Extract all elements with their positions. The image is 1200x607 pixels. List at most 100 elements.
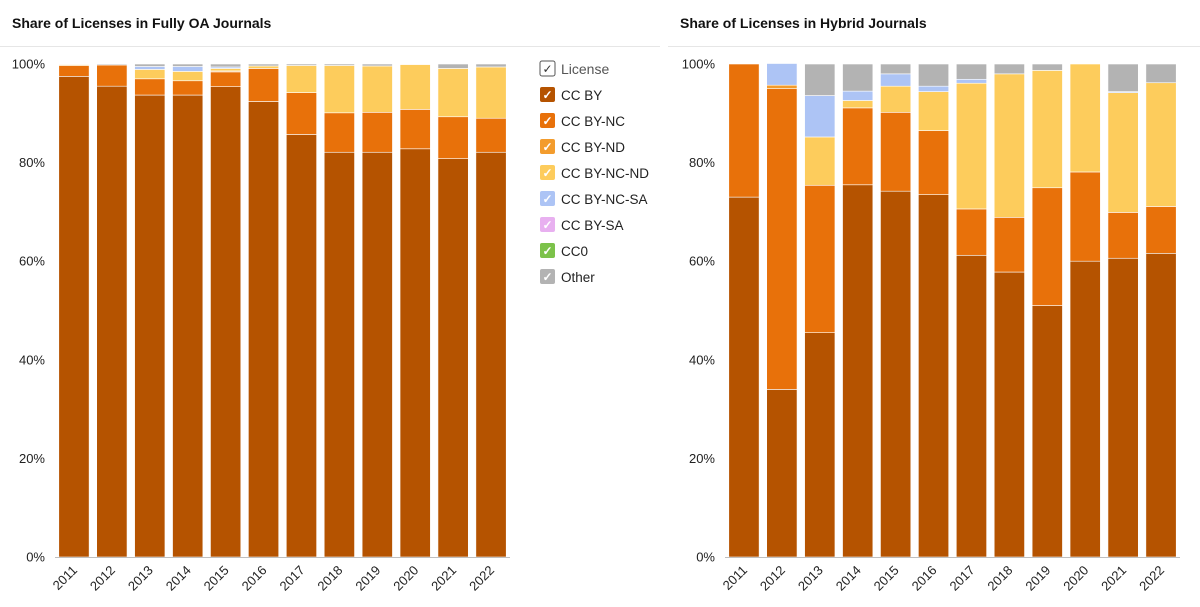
- x-tick-label: 2016: [909, 563, 940, 594]
- left-chart-title: Share of Licenses in Fully OA Journals: [12, 15, 272, 31]
- bar-segment-cc-by-nc: [476, 118, 506, 152]
- legend-item-cc-by[interactable]: ✓CC BY: [540, 87, 602, 103]
- legend-item-other[interactable]: ✓Other: [540, 269, 595, 285]
- bar-segment-cc-by: [880, 191, 910, 557]
- bar-segment-other: [362, 64, 392, 66]
- x-tick-label: 2018: [984, 563, 1015, 594]
- x-tick-label: 2015: [871, 563, 902, 594]
- bar-segment-other: [210, 64, 240, 67]
- x-tick-label: 2014: [163, 563, 194, 594]
- bar-segment-cc-by-nc: [438, 117, 468, 159]
- bar-segment-cc-by: [59, 76, 89, 557]
- x-tick-label: 2011: [50, 563, 80, 593]
- bar-segment-cc-by-nc-nd: [476, 67, 506, 118]
- bar-segment-cc-by: [918, 195, 948, 557]
- x-tick-label: 2020: [390, 563, 421, 594]
- legend-item-label: CC BY-NC-ND: [561, 166, 649, 181]
- bar-segment-cc-by: [135, 95, 165, 557]
- y-tick-label: 60%: [689, 254, 715, 269]
- bar-segment-cc-by: [956, 255, 986, 557]
- bar-segment-cc-by: [210, 87, 240, 557]
- bar-segment-cc-by-nc: [918, 131, 948, 195]
- bar-segment-cc-by-nc-sa: [918, 86, 948, 91]
- bar-segment-cc-by-nc: [843, 108, 873, 185]
- legend-item-cc-by-nc-sa[interactable]: ✓CC BY-NC-SA: [540, 191, 648, 207]
- bar-segment-cc-by-nc: [248, 68, 278, 101]
- x-tick-label: 2019: [352, 563, 383, 594]
- bar-segment-cc-by-nc-sa: [805, 96, 835, 137]
- bar-segment-cc-by-nc: [324, 113, 354, 152]
- bar-segment-cc-by-nc: [400, 109, 430, 148]
- bar-segment-cc-by-nc-nd: [173, 71, 203, 80]
- y-tick-label: 60%: [19, 254, 45, 269]
- bar-segment-cc-by: [1070, 261, 1100, 557]
- check-icon: ✓: [542, 140, 552, 154]
- legend-header[interactable]: ✓ License: [540, 61, 609, 77]
- bar-segment-other: [843, 64, 873, 91]
- bar-segment-other: [994, 64, 1024, 74]
- bar-segment-cc-by-nc-nd: [324, 65, 354, 112]
- bar-segment-cc-by: [843, 185, 873, 557]
- bar-segment-cc-by-nc-nd: [400, 64, 430, 109]
- x-tick-label: 2018: [314, 563, 345, 594]
- bar-segment-cc-by-nc-nd: [286, 65, 316, 92]
- x-tick-label: 2022: [1136, 563, 1167, 594]
- bar-segment-cc-by-nc-nd: [994, 74, 1024, 217]
- bar-segment-other: [1108, 64, 1138, 92]
- x-tick-label: 2014: [833, 563, 864, 594]
- bar-segment-cc-by-nc: [59, 65, 89, 76]
- bar-segment-cc-by: [767, 389, 797, 557]
- y-tick-label: 40%: [689, 352, 715, 367]
- legend-item-cc-by-nc-nd[interactable]: ✓CC BY-NC-ND: [540, 165, 649, 181]
- bar-segment-cc-by-nc: [97, 65, 127, 86]
- y-tick-label: 100%: [12, 57, 46, 72]
- bar-segment-cc-by-nc: [135, 79, 165, 95]
- bar-segment-cc-by-nc: [767, 89, 797, 390]
- bar-segment-cc-by: [1032, 306, 1062, 557]
- bar-segment-cc-by-nd: [767, 85, 797, 88]
- bar-segment-cc-by-nc-sa: [173, 66, 203, 71]
- legend-item-cc-by-nd[interactable]: ✓CC BY-ND: [540, 139, 625, 155]
- bar-segment-cc-by: [324, 152, 354, 557]
- bar-segment-other: [135, 64, 165, 66]
- bar-segment-cc-by-nc: [210, 72, 240, 87]
- legend-item-cc-by-sa[interactable]: ✓ CC BY-SA: [540, 217, 624, 233]
- legend-header-label: License: [561, 61, 609, 77]
- x-tick-label: 2020: [1060, 563, 1091, 594]
- bar-segment-other: [880, 64, 910, 74]
- legend: ✓ License ✓CC BY✓CC BY-NC✓CC BY-ND✓CC BY…: [540, 61, 649, 285]
- bar-segment-other: [918, 64, 948, 86]
- bar-segment-other: [173, 64, 203, 66]
- x-tick-label: 2021: [428, 563, 459, 594]
- check-icon: ✓: [542, 192, 552, 206]
- bar-segment-cc-by: [1108, 258, 1138, 557]
- x-tick-label: 2019: [1022, 563, 1053, 594]
- legend-item-cc-by-nc[interactable]: ✓CC BY-NC: [540, 113, 625, 129]
- x-tick-label: 2012: [757, 563, 788, 594]
- x-tick-label: 2021: [1098, 563, 1129, 594]
- bar-segment-cc-by-nc: [362, 112, 392, 152]
- legend-item-cc0[interactable]: ✓CC0: [540, 243, 588, 259]
- bar-segment-cc-by-nc: [880, 112, 910, 191]
- bar-segment-cc-by-nc-nd: [918, 92, 948, 131]
- y-tick-label: 80%: [19, 155, 45, 170]
- x-tick-label: 2013: [125, 563, 156, 594]
- legend-item-label: Other: [561, 270, 595, 285]
- bar-segment-cc-by: [400, 149, 430, 557]
- bar-segment-cc-by-nc-sa: [843, 91, 873, 100]
- bar-segment-cc-by: [729, 197, 759, 557]
- legend-item-label: CC BY-SA: [561, 218, 624, 233]
- check-icon: ✓: [542, 218, 552, 232]
- bar-segment-other: [956, 64, 986, 79]
- bar-segment-cc-by-nc: [805, 185, 835, 332]
- bar-segment-cc-by-nc: [956, 209, 986, 255]
- bar-segment-cc-by-nc-nd: [805, 137, 835, 185]
- bar-segment-cc-by: [476, 152, 506, 557]
- y-tick-label: 80%: [689, 155, 715, 170]
- bar-segment-other: [476, 64, 506, 67]
- bar-segment-cc-by: [805, 333, 835, 557]
- bar-segment-cc-by: [362, 152, 392, 557]
- bar-segment-cc-by-nc-sa: [956, 79, 986, 83]
